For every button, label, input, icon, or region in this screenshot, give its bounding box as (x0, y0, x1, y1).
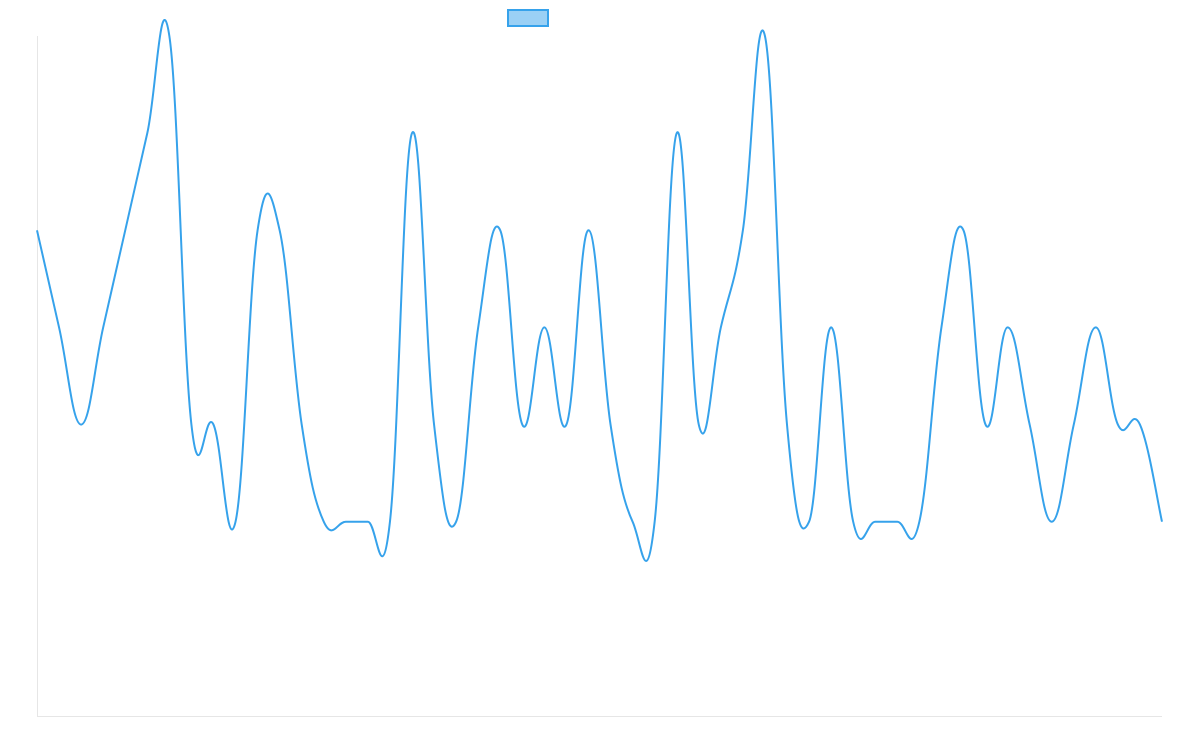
line (36, 18, 1163, 562)
legend-swatch (507, 9, 549, 27)
